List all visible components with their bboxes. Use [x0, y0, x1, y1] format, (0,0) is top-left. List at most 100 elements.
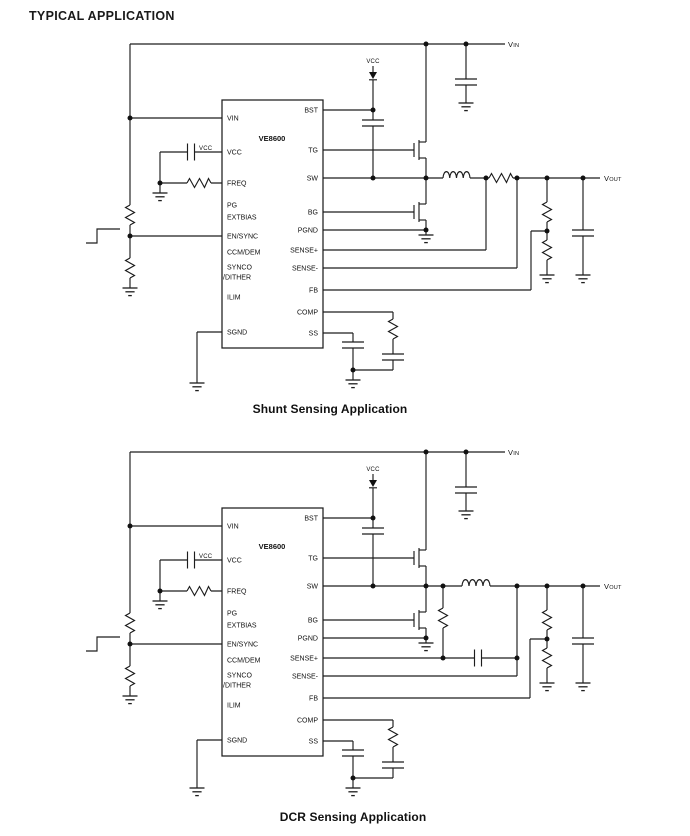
vcc-decoupling-cap-icon: [186, 550, 196, 570]
junction-dots: [127, 449, 586, 781]
wiring-comp-ss: [323, 719, 394, 788]
pin-en-sync: EN/SYNC: [227, 642, 258, 649]
pin-sgnd: SGND: [227, 738, 247, 745]
pin-ccm-dem: CCM/DEM: [227, 658, 261, 665]
caption-shunt-sensing: Shunt Sensing Application: [253, 402, 408, 416]
comp-resistor-icon: [387, 318, 399, 340]
pin-extbias: EXTBIAS: [227, 215, 257, 222]
wiring-sense-feedback: [323, 178, 584, 291]
pin-tg: TG: [308, 556, 318, 563]
pin-sense-plus: SENSE+: [290, 656, 318, 663]
pin-ilim: ILIM: [227, 703, 241, 710]
ground-icons: [121, 510, 592, 797]
wiring-left-pins: [130, 525, 222, 788]
vcc-boot-label: VCC: [366, 59, 380, 65]
circuit-shunt-sensing: VE8600 VIN VCC FREQ PG EXTBIAS EN/SYNC C…: [86, 40, 622, 416]
pin-freq: FREQ: [227, 589, 247, 596]
ss-cap-icon: [341, 749, 365, 757]
vcc-cap-label: VCC: [199, 554, 213, 560]
ic-body: [221, 507, 324, 757]
pin-ilim: ILIM: [227, 295, 241, 302]
page-title: TYPICAL APPLICATION: [29, 9, 175, 23]
pin-tg: TG: [308, 148, 318, 155]
wiring-switch-node: [323, 149, 600, 235]
pin-dither: /DITHER: [223, 275, 251, 282]
enable-step-waveform-icon: [86, 228, 120, 244]
enable-divider-top-resistor-icon: [124, 612, 136, 634]
dcr-sense-resistor-icon: [437, 607, 449, 629]
caption-dcr-sensing: DCR Sensing Application: [280, 810, 427, 824]
high-side-mosfet-icon: [413, 547, 427, 569]
pin-bst: BST: [304, 516, 318, 523]
pin-vin: VIN: [227, 116, 239, 123]
vout-rail-label: VOUT: [604, 174, 622, 183]
pin-freq: FREQ: [227, 181, 247, 188]
bootstrap-cap-icon: [361, 527, 385, 535]
pin-en-sync: EN/SYNC: [227, 234, 258, 241]
vcc-boot-label: VCC: [366, 467, 380, 473]
pin-sense-minus: SENSE-: [292, 266, 319, 273]
dcr-sense-cap-icon: [473, 648, 483, 668]
vcc-cap-label: VCC: [199, 146, 213, 152]
pin-ccm-dem: CCM/DEM: [227, 250, 261, 257]
right-pin-labels: BST TG SW BG PGND SENSE+ SENSE- FB COMP …: [290, 108, 319, 338]
pin-sw: SW: [307, 176, 319, 183]
pin-sense-plus: SENSE+: [290, 248, 318, 255]
enable-step-waveform-icon: [86, 636, 120, 652]
fb-divider-bottom-resistor-icon: [541, 647, 553, 669]
input-cap-icon: [454, 78, 478, 86]
freq-resistor-icon: [186, 177, 212, 189]
right-pin-labels: BST TG SW BG PGND SENSE+ SENSE- FB COMP …: [290, 516, 319, 746]
pin-ss: SS: [309, 739, 319, 746]
pin-bg: BG: [308, 618, 318, 625]
pin-bg: BG: [308, 210, 318, 217]
pin-sw: SW: [307, 584, 319, 591]
wiring-bootstrap: [323, 474, 374, 586]
wiring-bootstrap: [323, 66, 374, 178]
comp-cap-icon: [381, 353, 405, 361]
shunt-resistor-icon: [488, 172, 514, 184]
left-pin-labels: VIN VCC FREQ PG EXTBIAS EN/SYNC CCM/DEM …: [223, 116, 261, 337]
ic-part-number: VE8600: [259, 542, 286, 551]
enable-divider-top-resistor-icon: [124, 204, 136, 226]
wiring-switch-node: [323, 557, 600, 643]
left-pin-labels: VIN VCC FREQ PG EXTBIAS EN/SYNC CCM/DEM …: [223, 524, 261, 745]
freq-resistor-icon: [186, 585, 212, 597]
bootstrap-diode-icon: [368, 479, 378, 489]
wiring-left-pins: [130, 117, 222, 383]
wiring-comp-ss: [323, 311, 394, 380]
inductor-icon: [442, 171, 471, 179]
high-side-mosfet-icon: [413, 139, 427, 161]
wiring-power-rails: [129, 43, 505, 288]
pin-synco: SYNCO: [227, 673, 252, 680]
ic-part-number: VE8600: [259, 134, 286, 143]
comp-resistor-icon: [387, 726, 399, 748]
bootstrap-cap-icon: [361, 119, 385, 127]
pin-pg: PG: [227, 611, 237, 618]
junction-dots: [127, 41, 586, 373]
vcc-decoupling-cap-icon: [186, 142, 196, 162]
pin-fb: FB: [309, 288, 318, 295]
pin-pgnd: PGND: [298, 228, 318, 235]
inductor-icon: [461, 579, 491, 587]
circuit-dcr-sensing: VE8600 VIN VCC FREQ PG EXTBIAS EN/SYNC C…: [86, 448, 622, 824]
pin-comp: COMP: [297, 310, 318, 317]
vin-rail-label: VIN: [508, 448, 519, 457]
wiring-dcr-sense: [323, 586, 518, 677]
pin-extbias: EXTBIAS: [227, 623, 257, 630]
enable-divider-bottom-resistor-icon: [124, 665, 136, 687]
comp-cap-icon: [381, 761, 405, 769]
pin-vcc: VCC: [227, 558, 242, 565]
wiring-feedback: [323, 586, 584, 699]
input-cap-icon: [454, 486, 478, 494]
pin-synco: SYNCO: [227, 265, 252, 272]
pin-ss: SS: [309, 331, 319, 338]
pin-vin: VIN: [227, 524, 239, 531]
pin-fb: FB: [309, 696, 318, 703]
vin-rail-label: VIN: [508, 40, 519, 49]
fb-divider-bottom-resistor-icon: [541, 239, 553, 261]
ic-body: [221, 99, 324, 349]
low-side-mosfet-icon: [413, 609, 427, 631]
pin-vcc: VCC: [227, 150, 242, 157]
pin-pg: PG: [227, 203, 237, 210]
